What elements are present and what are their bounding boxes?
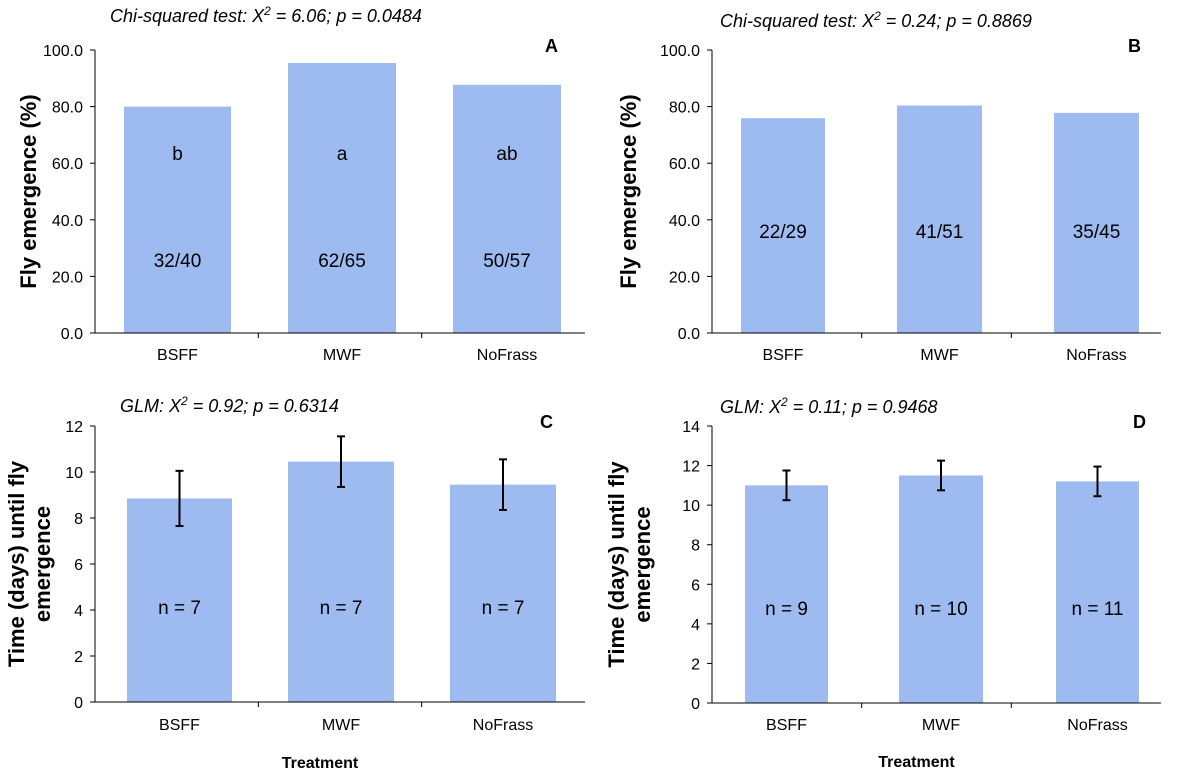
y-axis-title: Fly emergence (%) <box>16 94 41 288</box>
x-axis-title: Treatment <box>878 754 955 771</box>
y-axis-title: Fly emergence (%) <box>616 94 641 288</box>
y-tick-label: 4 <box>691 617 700 634</box>
bar-mwf <box>899 475 983 703</box>
y-tick-label: 2 <box>691 656 700 673</box>
y-tick-label: 0 <box>74 695 83 712</box>
stat-label: Chi-squared test: X2 = 6.06; p = 0.0484 <box>110 4 422 26</box>
count-label: n = 11 <box>1072 599 1124 620</box>
x-tick-label: NoFrass <box>473 717 533 734</box>
chart-panel-b: 0.0 20.0 40.0 60.0 80.0 100.0 BSFF MWF NoFrass 22… <box>616 9 1161 364</box>
y-tick-label: 60.0 <box>52 156 83 173</box>
y-tick-label: 60.0 <box>669 156 700 173</box>
chart-panel-c: 0 2 4 6 8 10 12 BSFF MWF NoFrass n = 7 n = 7 n = 7 GL… <box>4 394 585 772</box>
bar-nofrass <box>450 484 556 702</box>
x-tick-label: MWF <box>920 347 958 364</box>
bar-nofrass <box>1054 112 1139 334</box>
error-bar-nofrass <box>1093 465 1102 498</box>
error-bar-mwf <box>937 459 945 492</box>
bar-mwf <box>288 63 396 333</box>
y-tick-label: 40.0 <box>669 213 700 230</box>
count-label: 32/40 <box>154 251 202 272</box>
y-tick-label: 12 <box>682 459 700 476</box>
y-tick-label: 14 <box>682 419 700 436</box>
panel-letter: C <box>540 412 553 432</box>
y-tick-label: 100.0 <box>660 43 700 60</box>
chart-panel-a: 0.0 20.0 40.0 60.0 80.0 100.0 BSFF MWF NoFrass b a… <box>16 4 585 364</box>
chart-panel-d: 0 2 4 6 8 10 12 14 BSFF MWF NoFrass n = 9 n = 10 n = … <box>604 395 1161 771</box>
stat-label: Chi-squared test: X2 = 0.24; p = 0.8869 <box>720 9 1032 31</box>
y-axis-title: Time (days) until flyemergence <box>604 461 655 668</box>
y-tick-label: 10 <box>65 465 83 482</box>
stat-label: GLM: X2 = 0.92; p = 0.6314 <box>120 394 339 416</box>
bar-bsff <box>745 485 828 703</box>
x-tick-label: MWF <box>323 347 361 364</box>
x-tick-label: BSFF <box>766 717 807 734</box>
count-label: n = 7 <box>482 598 525 619</box>
x-tick-label: NoFrass <box>1066 347 1126 364</box>
x-tick-label: NoFrass <box>477 347 537 364</box>
significance-letter: ab <box>496 144 517 165</box>
bar-nofrass <box>1056 481 1139 703</box>
y-tick-label: 0.0 <box>678 326 700 343</box>
y-tick-label: 20.0 <box>52 269 83 286</box>
y-tick-label: 6 <box>691 577 700 594</box>
count-label: 35/45 <box>1073 222 1121 243</box>
bar-mwf <box>288 461 394 702</box>
count-label: 22/29 <box>759 222 807 243</box>
y-tick-label: 0 <box>691 696 700 713</box>
y-tick-label: 20.0 <box>669 269 700 286</box>
y-tick-label: 4 <box>74 603 83 620</box>
count-label: n = 7 <box>158 598 201 619</box>
significance-letter: a <box>337 144 348 165</box>
y-tick-label: 0.0 <box>61 326 83 343</box>
bar-bsff <box>741 118 825 333</box>
count-label: n = 10 <box>914 599 967 620</box>
bar-bsff <box>127 498 232 702</box>
x-tick-label: MWF <box>322 717 360 734</box>
significance-letter: b <box>172 144 183 165</box>
panel-letter: D <box>1133 412 1146 432</box>
y-tick-label: 10 <box>682 498 700 515</box>
bar-mwf <box>897 105 982 333</box>
y-tick-label: 8 <box>74 511 83 528</box>
y-axis-title: Time (days) until flyemergence <box>4 460 55 667</box>
count-label: 62/65 <box>318 251 366 272</box>
count-label: n = 9 <box>765 599 808 620</box>
count-label: n = 7 <box>320 598 363 619</box>
x-tick-label: BSFF <box>763 347 804 364</box>
stat-label: GLM: X2 = 0.11; p = 0.9468 <box>720 395 938 417</box>
bar-bsff <box>124 106 231 333</box>
panel-letter: B <box>1128 36 1141 56</box>
panel-letter: A <box>545 36 558 56</box>
error-bar-nofrass <box>499 458 507 511</box>
y-tick-label: 2 <box>74 649 83 666</box>
count-label: 41/51 <box>916 222 964 243</box>
y-tick-label: 12 <box>65 419 83 436</box>
x-tick-label: MWF <box>922 717 960 734</box>
count-label: 50/57 <box>483 251 531 272</box>
y-tick-label: 8 <box>691 538 700 555</box>
x-tick-label: NoFrass <box>1067 717 1127 734</box>
y-tick-label: 100.0 <box>43 43 83 60</box>
x-tick-label: BSFF <box>157 347 198 364</box>
y-tick-label: 80.0 <box>52 100 83 117</box>
y-tick-label: 80.0 <box>669 100 700 117</box>
x-axis-title: Treatment <box>282 755 359 772</box>
error-bar-bsff <box>175 469 184 528</box>
y-tick-label: 6 <box>74 557 83 574</box>
x-tick-label: BSFF <box>159 717 200 734</box>
error-bar-mwf <box>337 435 345 488</box>
y-tick-label: 40.0 <box>52 213 83 230</box>
bar-nofrass <box>453 84 561 334</box>
error-bar-bsff <box>782 469 791 502</box>
